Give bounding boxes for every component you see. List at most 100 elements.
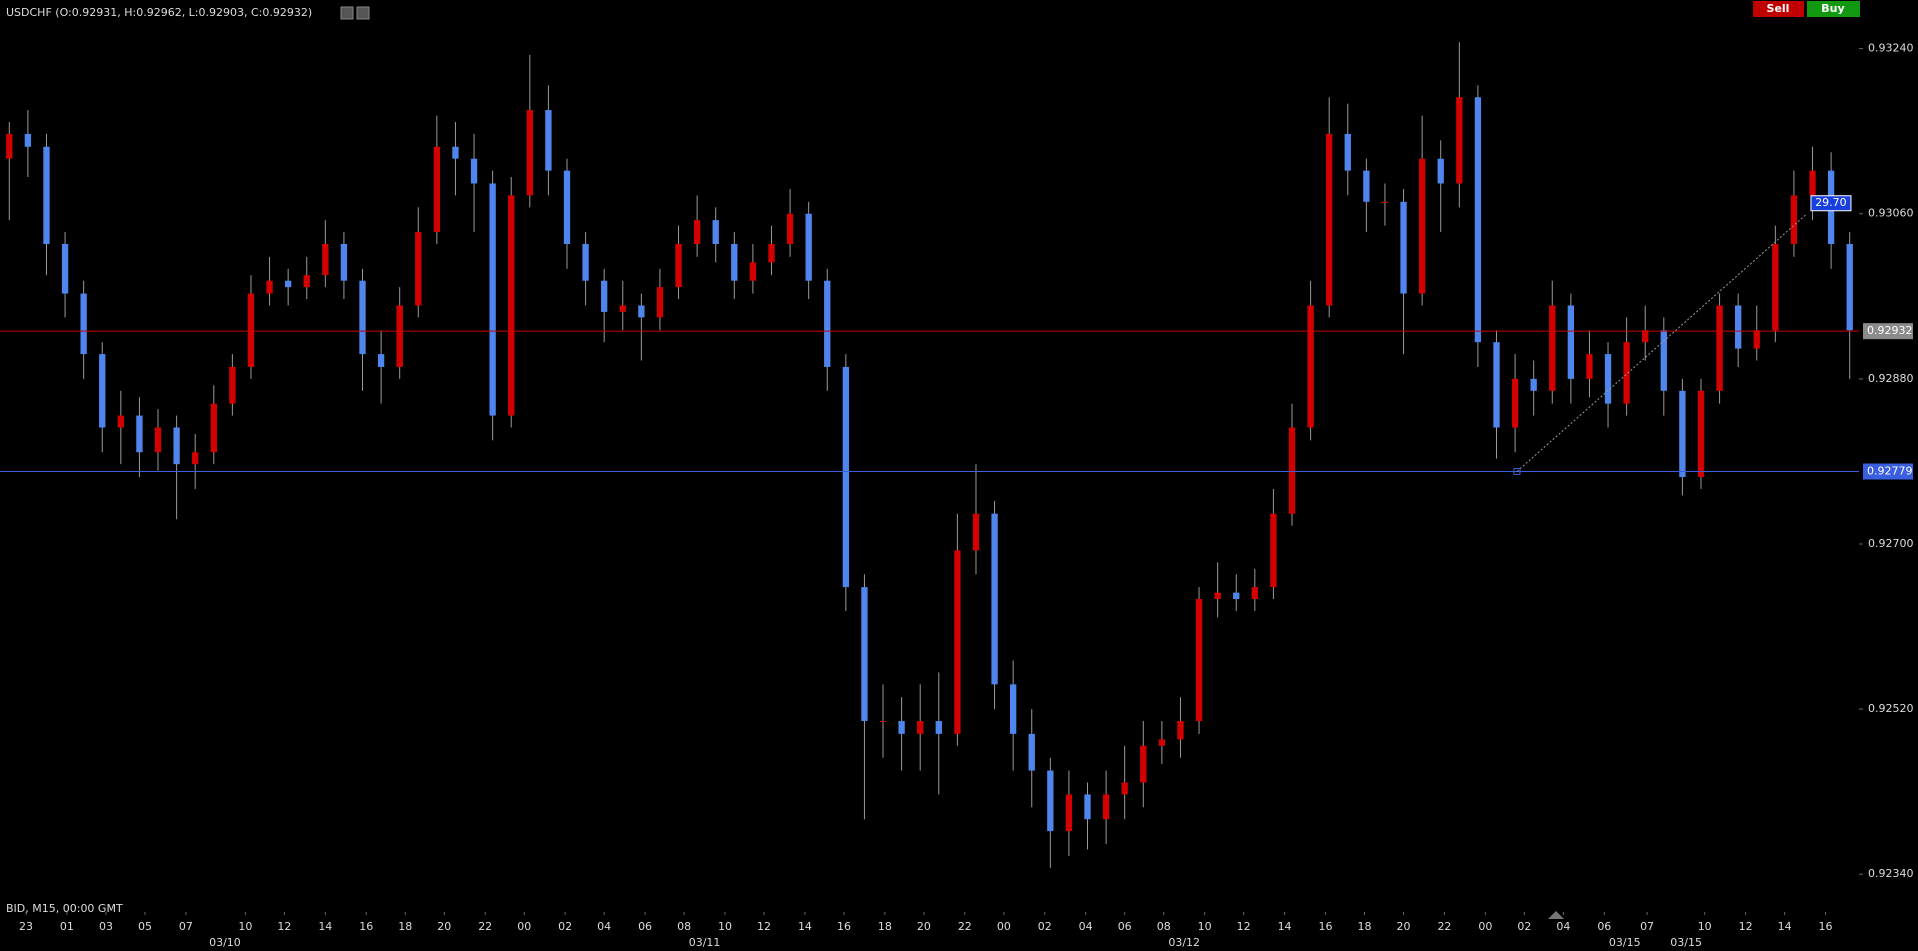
date-label: 03/15 [1670,936,1702,949]
candle-body [601,280,608,312]
candle-body [972,513,980,551]
x-tick-label: 07 [179,920,193,933]
x-tick-label: 01 [60,920,74,933]
candle-body [229,366,236,404]
header-icon[interactable] [356,6,370,20]
candle-body [563,170,571,245]
x-tick-label: 00 [997,920,1011,933]
candle-body [991,513,998,685]
date-label: 03/15 [1609,936,1641,949]
candle-body [377,354,385,367]
candle-body [1735,305,1742,349]
candle-body [712,220,719,245]
date-label: 03/12 [1168,936,1200,949]
candle-body [749,262,757,281]
x-tick-label: 02 [1517,920,1531,933]
candle-body [1084,794,1091,820]
candle-body [136,415,143,453]
buy-button[interactable] [1807,1,1860,17]
candle-body [1121,782,1128,795]
candle-body [582,244,589,281]
candle-body [935,721,942,734]
trend-label: 29.70 [1815,196,1847,209]
candle-body [24,133,32,147]
x-tick-label: 12 [1739,920,1753,933]
x-tick-label: 06 [1597,920,1611,933]
candle-body [1567,305,1575,379]
candle-body [1604,354,1612,404]
candle-body [6,133,13,159]
x-tick-label: 20 [917,920,931,933]
candle-body [1772,244,1779,331]
candle-body [731,244,738,281]
x-tick-label: 00 [517,920,531,933]
candle-body [1363,170,1370,202]
x-tick-label: 08 [677,920,691,933]
candle-body [1623,342,1630,404]
candle-body [1474,97,1482,343]
candle-body [508,195,515,416]
candle-body [1214,592,1221,600]
sell-label[interactable]: Sell [1767,2,1790,15]
x-tick-label: 16 [359,920,373,933]
candle-body [1456,97,1463,184]
candle-body [43,146,50,245]
candle-body [786,213,794,245]
candle-body [1028,733,1035,771]
x-tick-label: 04 [1556,920,1570,933]
candle-body [452,146,459,159]
x-tick-label: 12 [757,920,771,933]
x-tick-label: 18 [878,920,892,933]
x-tick-label: 20 [437,920,451,933]
candle-body [359,280,366,355]
candle-body [1660,330,1667,391]
candle-body [396,305,403,367]
candle-body [192,452,199,465]
candle-body [303,275,310,288]
candle-body [154,427,162,453]
trend-anchor [1513,468,1521,476]
candle-body [1493,342,1500,428]
header-icon[interactable] [340,6,354,20]
candle-body [1418,158,1426,294]
candle-body [1586,354,1593,379]
candle-body [80,293,87,355]
x-tick-label: 10 [718,920,732,933]
candle-body [1158,739,1166,746]
candle-body [173,427,180,465]
y-tick-label: 0.92880 [1868,372,1914,385]
candle-body [1437,158,1444,184]
x-tick-label: 10 [1198,920,1212,933]
candle-body [898,721,905,734]
candle-body [545,110,552,171]
candle-body [284,280,292,288]
x-tick-label: 22 [958,920,972,933]
x-tick-label: 14 [1778,920,1792,933]
x-tick-label: 06 [638,920,652,933]
x-tick-label: 06 [1118,920,1132,933]
x-tick-label: 10 [1698,920,1712,933]
candle-body [1233,592,1240,600]
x-tick-label: 00 [1478,920,1492,933]
x-tick-label: 14 [798,920,812,933]
buy-label[interactable]: Buy [1821,2,1844,15]
candle-body [266,280,273,294]
candle-body [693,220,701,245]
sell-button[interactable] [1753,1,1804,17]
candle-body [210,403,217,453]
candle-body [99,354,106,428]
candle-body [1307,305,1314,428]
candle-body [1530,378,1537,391]
candle-body [433,146,441,233]
x-tick-label: 16 [1318,920,1332,933]
candle-body [322,244,329,276]
x-tick-label: 22 [1437,920,1451,933]
candle-body [954,550,961,734]
candle-body [842,366,850,588]
candle-body [1809,170,1816,196]
candle-body [1195,599,1203,722]
candle-body [656,287,664,318]
trend-label-box [1810,195,1852,212]
scroll-marker[interactable] [1548,911,1564,919]
